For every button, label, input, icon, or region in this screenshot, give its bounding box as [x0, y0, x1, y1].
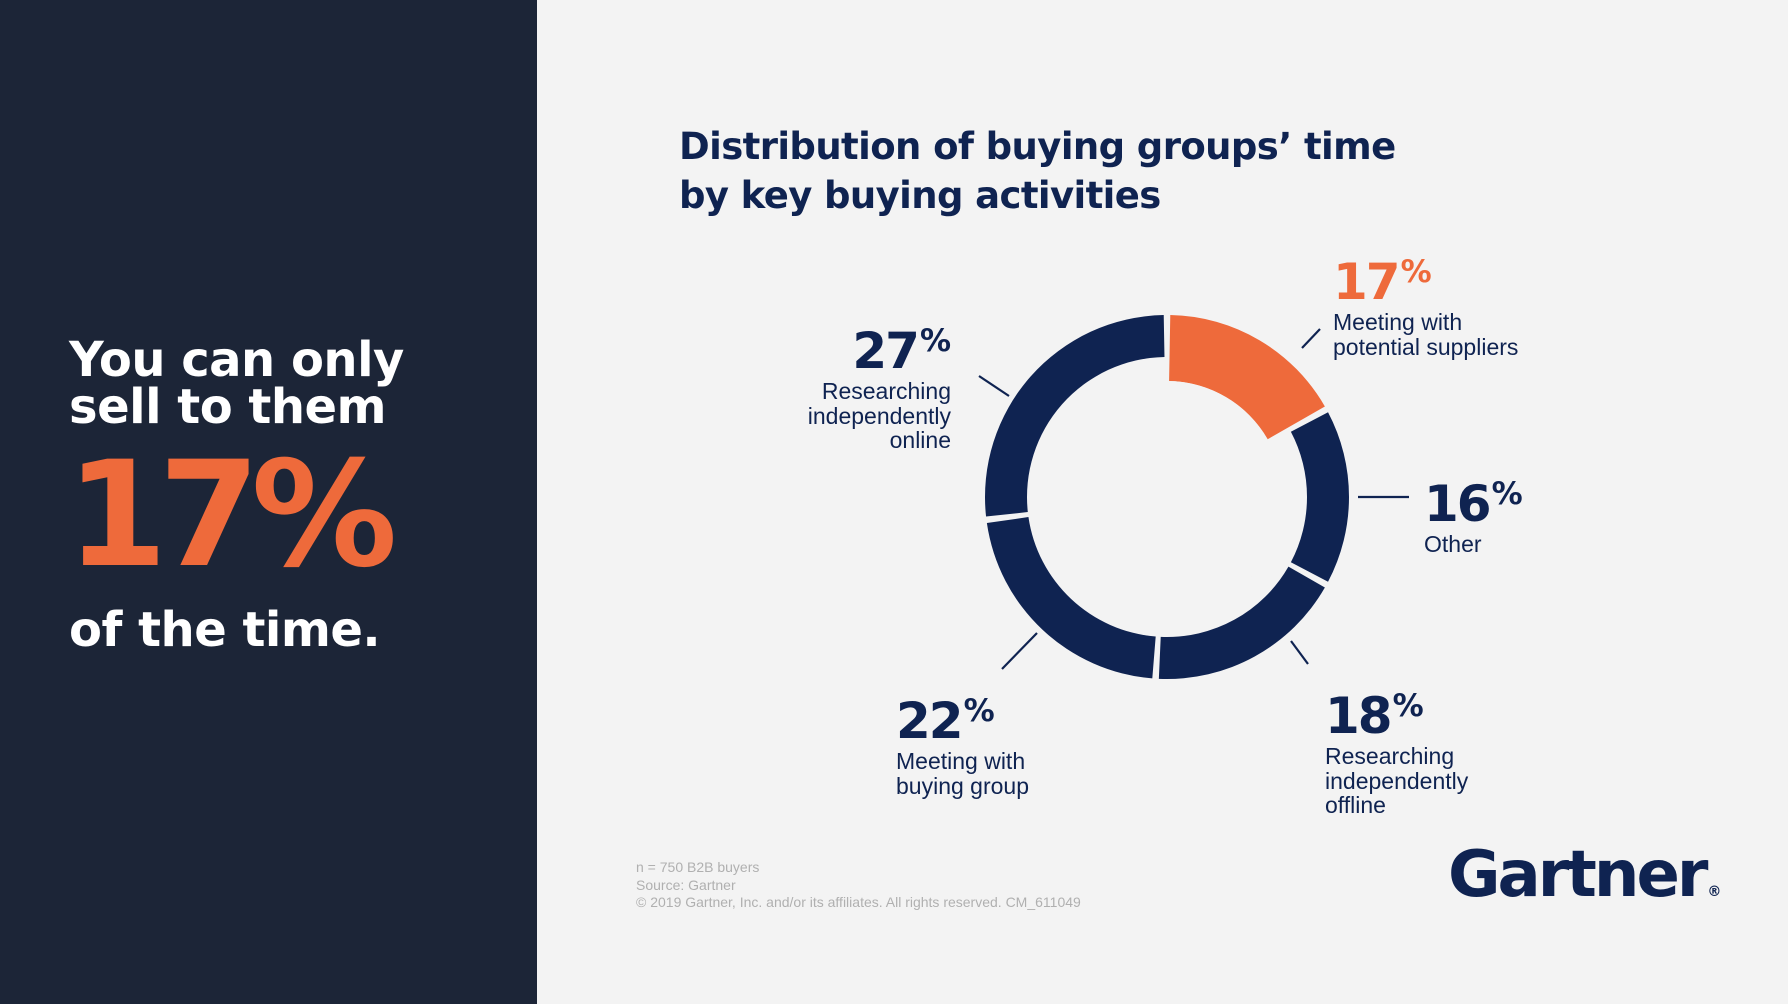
label-offline-text-2: independently: [1325, 767, 1469, 794]
label-other-number: 16: [1424, 475, 1492, 533]
label-online-text-1: Researching: [821, 378, 951, 404]
footnote-source: Source: Gartner: [636, 876, 736, 893]
registered-mark: ®: [1707, 884, 1722, 900]
footnotes: n = 750 B2B buyers Source: Gartner © 201…: [636, 859, 1081, 912]
label-offline-text-1: Researching: [1325, 743, 1455, 769]
headline-line-1: You can only: [69, 332, 404, 388]
slice-suppliers: [1169, 315, 1325, 440]
leader-line-suppliers: [1301, 328, 1321, 349]
label-buying-group-text-1: Meeting with: [896, 748, 1026, 774]
label-online-sign: %: [919, 323, 951, 359]
label-online-value: 27%: [808, 313, 951, 379]
label-online-text-2: independently: [807, 402, 951, 429]
donut-hole: [1051, 381, 1283, 613]
label-buying-group-sign: %: [963, 693, 995, 729]
chart-title-line-1: Distribution of buying groups’ time: [679, 125, 1396, 168]
slice-offline: [1158, 566, 1325, 679]
label-offline: 18% Researching independently offline: [1325, 678, 1468, 818]
gartner-logo: Gartner ®: [1448, 838, 1721, 929]
headline-big-value: 17%: [66, 430, 397, 600]
chart-title-line-2: by key buying activities: [679, 174, 1161, 217]
leader-line-buying-group: [1001, 632, 1038, 670]
label-suppliers-text-2: potential suppliers: [1333, 333, 1519, 360]
label-offline-number: 18: [1325, 687, 1393, 745]
label-suppliers-number: 17: [1333, 253, 1401, 311]
label-buying-group-text-2: buying group: [896, 772, 1029, 799]
slice-other: [1290, 412, 1349, 582]
label-buying-group: 22% Meeting with buying group: [896, 683, 1029, 798]
label-offline-text-3: offline: [1325, 792, 1386, 818]
label-other-text-1: Other: [1424, 531, 1482, 557]
headline-line-2: sell to them: [69, 379, 387, 435]
chart-title: Distribution of buying groups’ time by k…: [679, 122, 1479, 220]
label-suppliers-text-1: Meeting with: [1333, 309, 1463, 335]
label-suppliers-value: 17%: [1333, 244, 1518, 310]
gartner-logo-text: Gartner: [1448, 838, 1708, 912]
donut-slices: [985, 315, 1349, 679]
label-buying-group-number: 22: [896, 692, 964, 750]
footnote-copyright: © 2019 Gartner, Inc. and/or its affiliat…: [636, 894, 1081, 910]
headline-panel: You can only sell to them 17% of the tim…: [0, 0, 537, 1004]
label-offline-sign: %: [1392, 688, 1424, 724]
slice-buying-group: [986, 517, 1156, 679]
headline-line-3: of the time.: [69, 602, 381, 658]
label-other-value: 16%: [1424, 466, 1523, 532]
label-online: 27% Researching independently online: [808, 313, 951, 453]
leader-line-online: [978, 375, 1010, 397]
label-suppliers-sign: %: [1400, 254, 1432, 290]
label-buying-group-value: 22%: [896, 683, 1029, 749]
leader-lines: [978, 328, 1409, 670]
label-suppliers: 17% Meeting with potential suppliers: [1333, 244, 1518, 359]
label-other-sign: %: [1491, 476, 1523, 512]
label-online-text-3: online: [889, 427, 951, 453]
label-offline-value: 18%: [1325, 678, 1468, 744]
label-other: 16% Other: [1424, 466, 1523, 557]
footnote-sample: n = 750 B2B buyers: [636, 859, 760, 875]
label-online-number: 27: [852, 322, 920, 380]
slice-online: [985, 315, 1165, 517]
leader-line-offline: [1290, 640, 1309, 665]
